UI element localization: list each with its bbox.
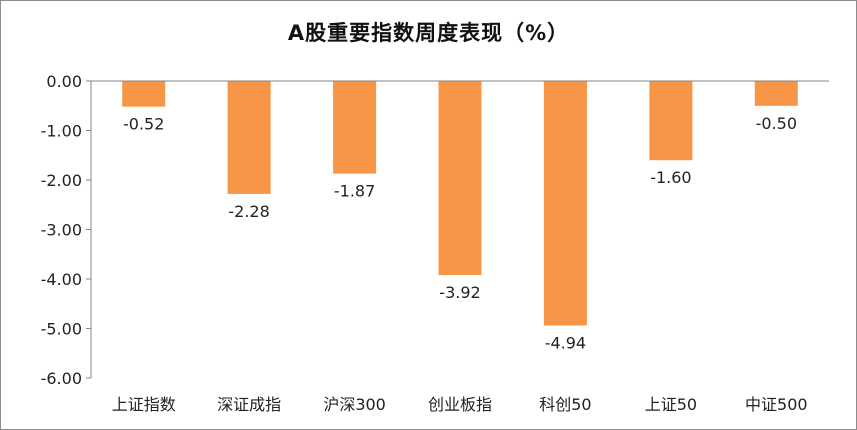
bar-2 [227, 81, 271, 194]
bar-4 [438, 81, 482, 275]
labels-layer: -0.52 上证指数 -2.28 深证成指 -1.87 沪深300 -3.92 创业板指 -4.… [112, 114, 808, 414]
data-label-3: -1.87 [334, 182, 375, 201]
bars-layer [122, 81, 798, 326]
category-label-4: 创业板指 [428, 395, 492, 414]
y-tick-label-2: -1.00 [41, 122, 82, 141]
category-label-7: 中证500 [745, 395, 808, 414]
category-label-5: 科创50 [539, 395, 591, 414]
y-tick-label-7: -6.00 [41, 369, 82, 388]
bar-5 [543, 81, 587, 326]
axis-layer: 0.00 -1.00 -2.00 -3.00 -4.00 -5.00 -6.00 [41, 72, 829, 388]
bar-6 [649, 81, 693, 161]
category-label-1: 上证指数 [112, 395, 176, 414]
category-label-3: 沪深300 [323, 395, 386, 414]
data-label-5: -4.94 [545, 334, 586, 353]
chart-title: A股重要指数周度表现（%） [287, 21, 570, 45]
category-label-6: 上证50 [645, 395, 697, 414]
y-tick-label-5: -4.00 [41, 270, 82, 289]
category-label-2: 深证成指 [217, 395, 281, 414]
y-tick-label-6: -5.00 [41, 320, 82, 339]
data-label-2: -2.28 [228, 202, 269, 221]
bar-1 [122, 81, 166, 107]
data-label-1: -0.52 [123, 115, 164, 134]
y-tick-label-4: -3.00 [41, 221, 82, 240]
y-tick-label-3: -2.00 [41, 171, 82, 190]
data-label-7: -0.50 [756, 114, 797, 133]
data-label-6: -1.60 [650, 168, 691, 187]
y-tick-label-1: 0.00 [46, 72, 82, 91]
data-label-4: -3.92 [439, 283, 480, 302]
bar-7 [754, 81, 798, 106]
bar-3 [333, 81, 377, 174]
